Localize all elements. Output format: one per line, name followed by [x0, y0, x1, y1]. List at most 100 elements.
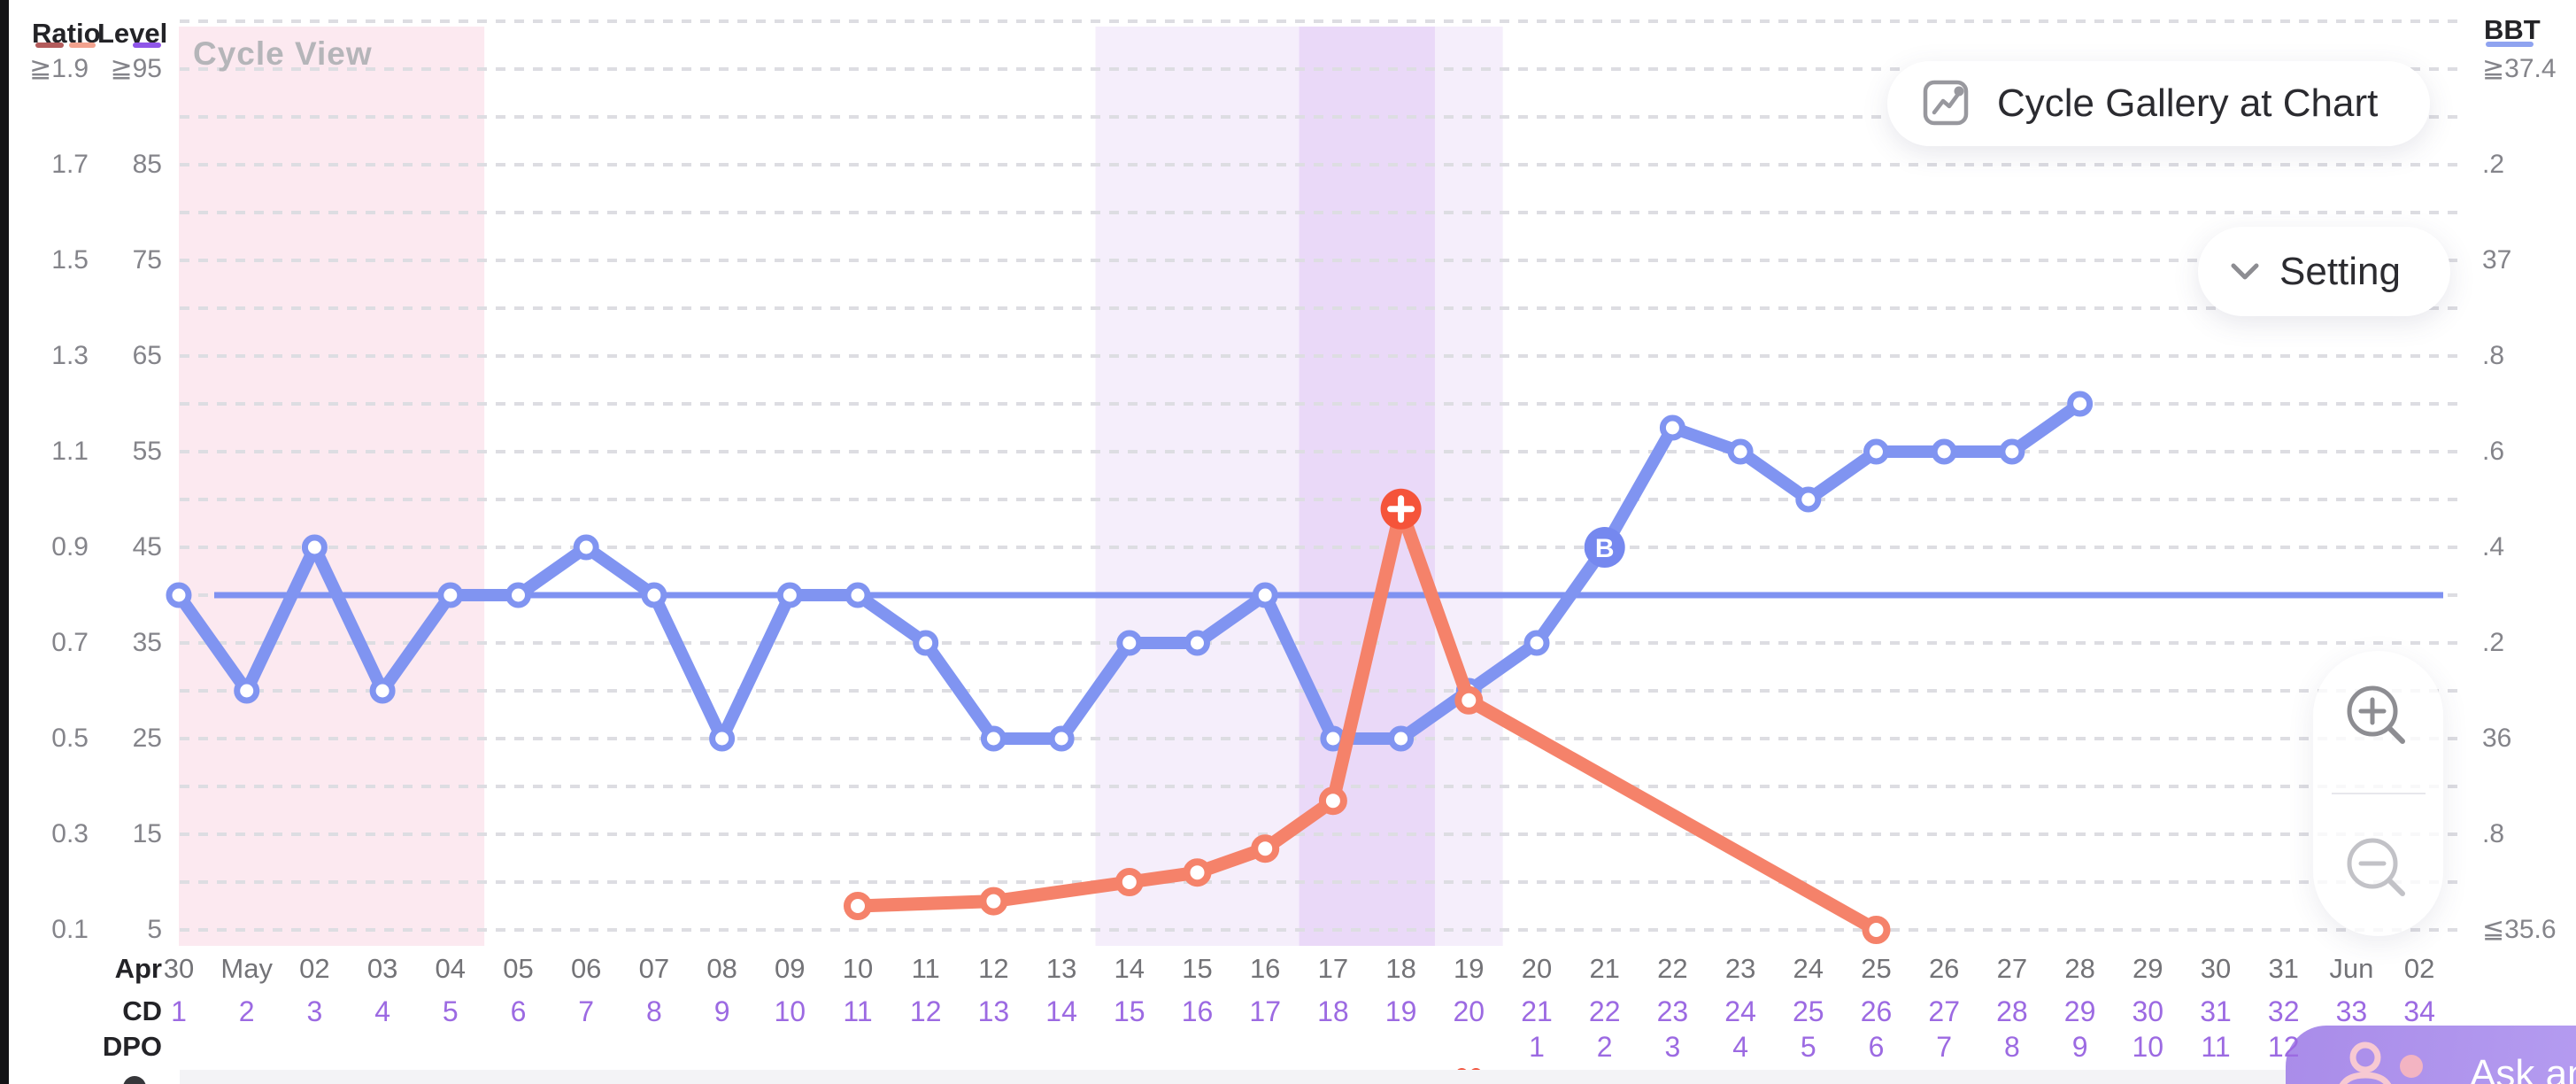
date-cell: 24: [1793, 953, 1824, 984]
bbt-point[interactable]: [1523, 630, 1550, 656]
bbt-point[interactable]: [1388, 725, 1415, 752]
date-cell: 04: [435, 953, 467, 984]
date-cell: 05: [503, 953, 534, 984]
date-cell: 19: [1454, 953, 1485, 984]
ratio-tick: 1.3: [51, 341, 89, 370]
setting-label: Setting: [2279, 249, 2401, 293]
cd-cell: 31: [2200, 995, 2232, 1027]
zoom-in-button[interactable]: [2313, 651, 2443, 784]
test-ratio-point[interactable]: [979, 887, 1008, 916]
cd-cell: 25: [1793, 995, 1824, 1027]
cd-cell: 28: [1996, 995, 2028, 1027]
cd-cell: 8: [645, 995, 662, 1027]
cd-cell: 2: [238, 995, 255, 1027]
bbt-point[interactable]: [1999, 438, 2025, 465]
bbt-point[interactable]: [1931, 438, 1957, 465]
ratio-tick: 1.7: [51, 150, 89, 179]
bbt-point[interactable]: [301, 534, 328, 561]
cd-cell: 24: [1724, 995, 1756, 1027]
bbt-point[interactable]: [234, 678, 260, 704]
cd-cell: 14: [1045, 995, 1077, 1027]
bbt-point[interactable]: [980, 725, 1006, 752]
dpo-cell: 4: [1732, 1031, 1748, 1063]
bbt-point[interactable]: [709, 725, 736, 752]
bbt-point[interactable]: [776, 582, 803, 608]
zoom-divider: [2331, 793, 2426, 794]
cycle-gallery-button[interactable]: Cycle Gallery at Chart: [1887, 61, 2430, 146]
ratio-tick: 0.1: [51, 915, 89, 944]
ratio-tick: 0.5: [51, 724, 89, 753]
cd-cell: 26: [1860, 995, 1893, 1027]
test-ratio-point[interactable]: [844, 892, 872, 920]
dpo-cell: 11: [2201, 1031, 2231, 1063]
test-ratio-point[interactable]: [1454, 685, 1484, 715]
bbt-point[interactable]: [845, 582, 871, 608]
bbt-point[interactable]: [1727, 438, 1754, 465]
bbt-point[interactable]: [505, 582, 531, 608]
zoom-controls: [2313, 651, 2443, 936]
cd-cell: 13: [977, 995, 1010, 1027]
date-cell: 21: [1589, 953, 1620, 984]
bbt-point[interactable]: [1659, 414, 1685, 441]
cd-cell: 22: [1588, 995, 1621, 1027]
level-tick: 25: [132, 724, 162, 753]
ask-expert-button[interactable]: Ask an: [2286, 1026, 2576, 1084]
bbt-point[interactable]: [1116, 630, 1143, 656]
bbt-point[interactable]: [1252, 582, 1278, 608]
cd-cell: 9: [713, 995, 730, 1027]
date-cell: 27: [1996, 953, 2028, 984]
bbt-point[interactable]: [1795, 486, 1822, 513]
ratio-tick: 0.3: [51, 819, 89, 848]
date-cell: 13: [1045, 953, 1077, 984]
date-cell: 11: [911, 953, 940, 984]
magnifier-minus-icon: [2347, 838, 2405, 896]
bbt-point[interactable]: [2067, 391, 2094, 417]
date-cell: 02: [299, 953, 330, 984]
bbt-point[interactable]: [913, 630, 939, 656]
bbt-point[interactable]: [1184, 630, 1210, 656]
bbt-tick: ≦35.6: [2482, 915, 2557, 944]
level-tick: 65: [132, 341, 162, 370]
date-cell: 06: [570, 953, 602, 984]
test-ratio-point[interactable]: [1251, 834, 1280, 863]
test-ratio-point[interactable]: [1318, 786, 1347, 816]
test-ratio-point[interactable]: [1862, 916, 1891, 944]
setting-button[interactable]: Setting: [2198, 227, 2450, 316]
cd-cell: 5: [442, 995, 459, 1027]
test-ratio-point[interactable]: [1183, 858, 1212, 887]
bbt-point[interactable]: [1048, 725, 1075, 752]
bbt-tick: 36: [2482, 724, 2512, 753]
level-tick: 35: [132, 628, 162, 657]
dpo-cell: 7: [1936, 1031, 1953, 1063]
date-cell: 25: [1861, 953, 1892, 984]
cd-row-label: CD: [122, 995, 162, 1026]
dpo-row-label: DPO: [102, 1031, 162, 1062]
cd-cell: 4: [374, 995, 390, 1027]
cd-cell: 20: [1453, 995, 1485, 1027]
level-tick: 45: [132, 532, 162, 561]
bbt-point[interactable]: [166, 582, 192, 608]
ratio-tick: 1.5: [51, 245, 89, 275]
date-cell: May: [220, 953, 273, 984]
test-ratio-point[interactable]: [1114, 868, 1144, 896]
b-flag-badge[interactable]: [1584, 527, 1625, 568]
cd-cell: 10: [774, 995, 806, 1027]
cd-cell: 12: [909, 995, 942, 1027]
bbt-point[interactable]: [1863, 438, 1889, 465]
window-left-edge: [0, 0, 9, 1084]
bbt-point[interactable]: [369, 678, 396, 704]
bbt-tick: 37: [2482, 245, 2512, 275]
date-cell: 03: [366, 953, 398, 984]
date-cell: 20: [1521, 953, 1553, 984]
bbt-axis-header: BBT: [2484, 14, 2541, 45]
zoom-out-button[interactable]: [2313, 803, 2443, 936]
bbt-point[interactable]: [641, 582, 667, 608]
ratio-tick: 0.7: [51, 628, 89, 657]
bbt-tick: .8: [2482, 341, 2505, 370]
bbt-point[interactable]: [437, 582, 464, 608]
bbt-point[interactable]: [573, 534, 599, 561]
cd-cell: 16: [1181, 995, 1214, 1027]
bbt-tick: .6: [2482, 437, 2505, 466]
date-cell: 02: [2403, 953, 2435, 984]
